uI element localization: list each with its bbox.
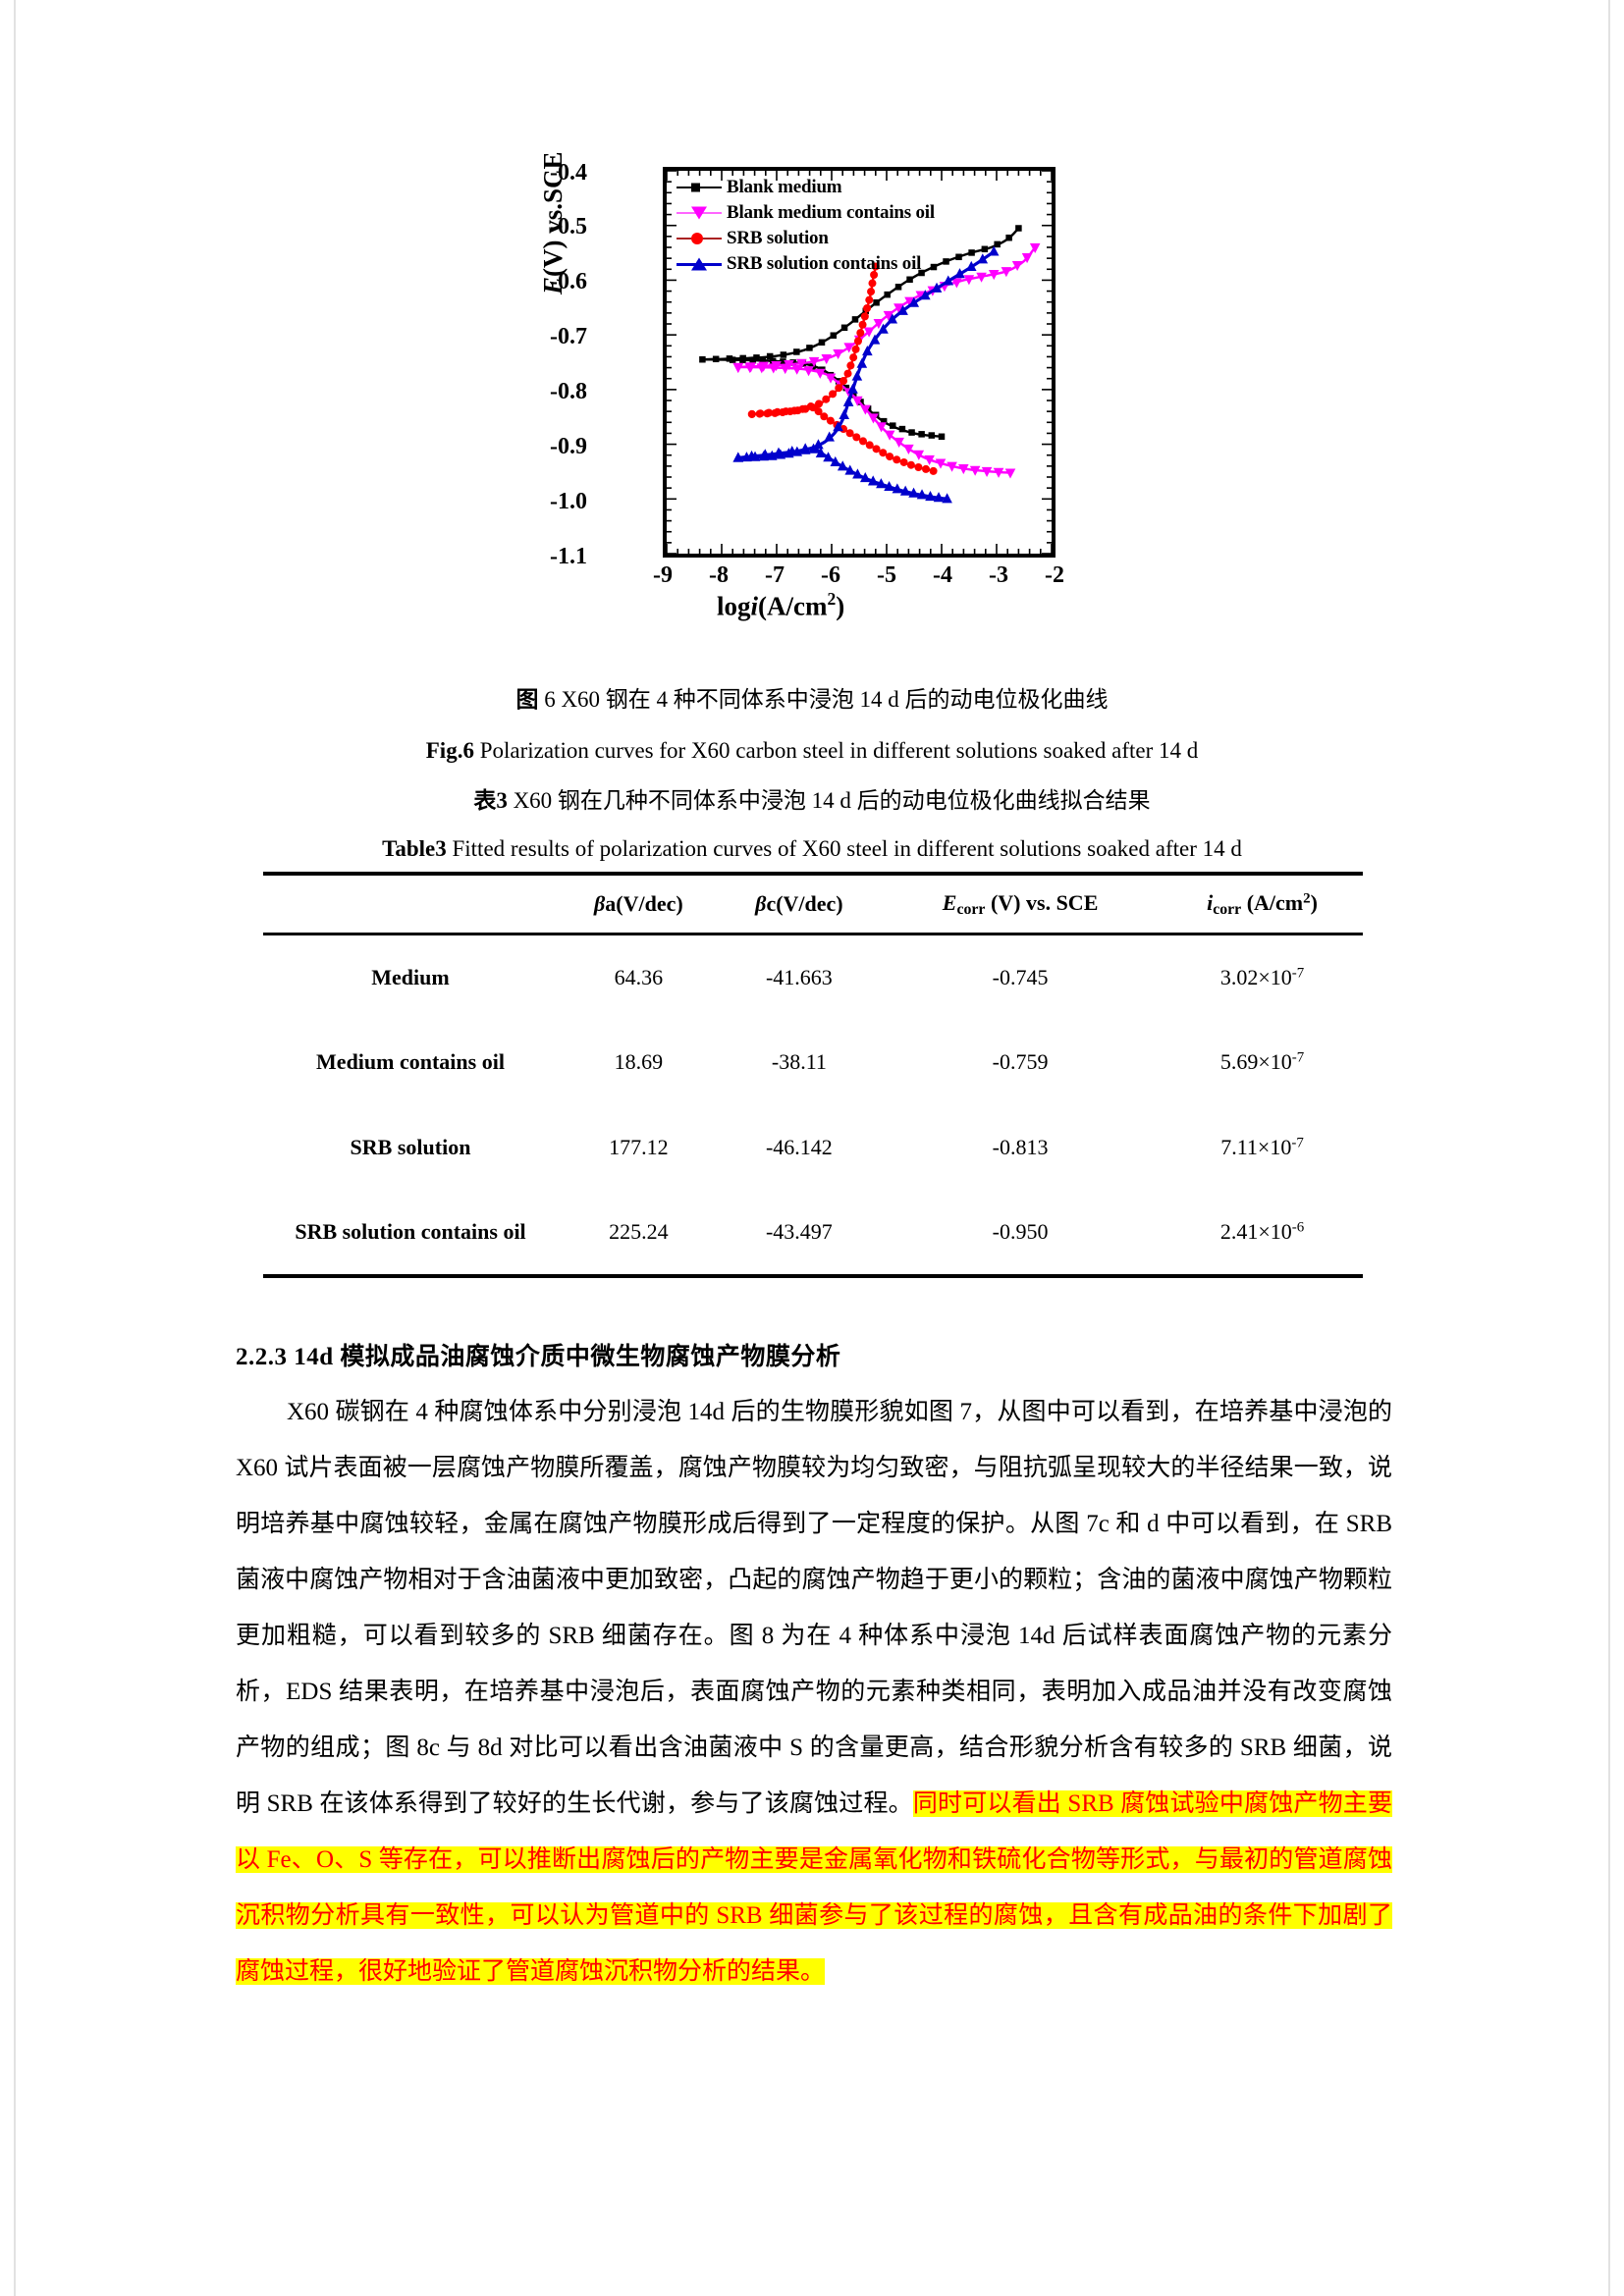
- col-header-beta-a: βa(V/dec): [593, 891, 683, 916]
- legend-item-blank-medium-oil: Blank medium contains oil: [677, 200, 935, 226]
- col-header-blank: [263, 874, 558, 934]
- table-caption-cn-rest: X60 钢在几种不同体系中浸泡 14 d 后的动电位极化曲线拟合结果: [507, 788, 1151, 813]
- table-caption-en: Table3 Fitted results of polarization cu…: [0, 836, 1624, 861]
- x-tick-6: -3: [989, 562, 1008, 588]
- section-heading: 2.2.3 14d 模拟成品油腐蚀介质中微生物腐蚀产物膜分析: [236, 1344, 841, 1370]
- row-label-1: Medium contains oil: [316, 1049, 505, 1074]
- legend-item-blank-medium: Blank medium: [677, 175, 935, 200]
- figure-caption-en-rest: Polarization curves for X60 carbon steel…: [473, 738, 1199, 763]
- figure-caption-cn: 图 6 X60 钢在 4 种不同体系中浸泡 14 d 后的动电位极化曲线: [0, 687, 1624, 712]
- cell-icorr-1: 5.69×10-7: [1162, 1020, 1363, 1105]
- figure-caption-cn-prefix: 图: [515, 687, 539, 712]
- table-caption-en-prefix: Table3: [382, 836, 447, 861]
- x-tick-3: -6: [821, 562, 840, 588]
- cell-ecorr-2: -0.813: [992, 1135, 1049, 1159]
- x-tick-7: -2: [1045, 562, 1064, 588]
- legend-line-black: [677, 183, 722, 192]
- page-right-edge: [1608, 0, 1610, 2296]
- paragraph: X60 碳钢在 4 种腐蚀体系中分别浸泡 14d 后的生物膜形貌如图 7，从图中…: [236, 1384, 1392, 2000]
- icorr-exponent-2: -7: [1291, 1135, 1304, 1151]
- chart-plot-area: Blank medium Blank medium contains oil S…: [663, 167, 1056, 558]
- icorr-exponent-3: -6: [1291, 1219, 1305, 1236]
- table-body: Medium 64.36 -41.663 -0.745 3.02×10-7 Me…: [263, 934, 1363, 1276]
- y-tick-5: -0.9: [550, 434, 587, 459]
- polarization-curve-figure: E(V) vs.SCE -0.4 -0.5 -0.6 -0.7 -0.8 -0.…: [538, 147, 1100, 620]
- x-tick-4: -5: [877, 562, 896, 588]
- page-left-edge: [14, 0, 16, 2296]
- fitted-results-table: βa(V/dec) βc(V/dec) Ecorr (V) vs. SCE ic…: [263, 872, 1363, 1278]
- y-tick-4: -0.8: [550, 379, 587, 404]
- x-tick-2: -7: [765, 562, 785, 588]
- icorr-mantissa-2: 7.11×10: [1220, 1135, 1292, 1159]
- section-body-paragraph: X60 碳钢在 4 种腐蚀体系中分别浸泡 14d 后的生物膜形貌如图 7，从图中…: [236, 1384, 1392, 2000]
- triangle-down-marker-icon: [691, 206, 707, 220]
- polarization-curves-svg: [667, 171, 1052, 554]
- cell-bc-3: -43.497: [765, 1219, 833, 1244]
- square-marker-icon: [691, 183, 700, 192]
- cell-ba-2: 177.12: [609, 1135, 669, 1159]
- icorr-mantissa-3: 2.41×10: [1219, 1219, 1292, 1244]
- figure-caption-en-prefix: Fig.6: [425, 738, 474, 763]
- icorr-exponent-0: -7: [1291, 965, 1305, 982]
- cell-ba-3: 225.24: [609, 1219, 669, 1244]
- table-row: SRB solution 177.12 -46.142 -0.813 7.11×…: [263, 1105, 1363, 1191]
- row-label-3: SRB solution contains oil: [295, 1219, 526, 1244]
- x-tick-1: -8: [709, 562, 729, 588]
- row-label-2: SRB solution: [350, 1135, 471, 1159]
- legend-label-3: SRB solution contains oil: [727, 253, 922, 274]
- table-head: βa(V/dec) βc(V/dec) Ecorr (V) vs. SCE ic…: [263, 874, 1363, 934]
- legend-item-srb-solution-oil: SRB solution contains oil: [677, 251, 935, 277]
- legend-line-blue: [677, 257, 722, 271]
- circle-marker-icon: [691, 233, 703, 244]
- legend-line-magenta: [677, 206, 722, 220]
- x-tick-5: -4: [933, 562, 952, 588]
- y-tick-7: -1.1: [550, 544, 587, 569]
- y-tick-2: -0.6: [550, 269, 587, 294]
- col-header-icorr: icorr (A/cm2): [1207, 889, 1318, 918]
- paragraph-plain-text: X60 碳钢在 4 种腐蚀体系中分别浸泡 14d 后的生物膜形貌如图 7，从图中…: [236, 1399, 1392, 1817]
- legend-label-0: Blank medium: [727, 177, 842, 197]
- cell-ecorr-1: -0.759: [992, 1049, 1049, 1074]
- figure-caption-cn-rest: 6 X60 钢在 4 种不同体系中浸泡 14 d 后的动电位极化曲线: [538, 687, 1109, 712]
- col-header-beta-c: βc(V/dec): [755, 891, 843, 916]
- cell-bc-2: -46.142: [765, 1135, 833, 1159]
- legend-line-red: [677, 233, 722, 244]
- chart-x-axis-label: logi(A/cm2): [717, 589, 845, 621]
- triangle-up-marker-icon: [691, 257, 707, 271]
- table-row: SRB solution contains oil 225.24 -43.497…: [263, 1191, 1363, 1276]
- cell-bc-1: -38.11: [771, 1049, 827, 1074]
- cell-ecorr-0: -0.745: [992, 964, 1049, 989]
- table-caption-en-rest: Fitted results of polarization curves of…: [446, 836, 1242, 861]
- row-label-0: Medium: [371, 964, 450, 989]
- y-tick-1: -0.5: [550, 214, 587, 240]
- figure-caption-en: Fig.6 Polarization curves for X60 carbon…: [0, 738, 1624, 763]
- highlighted-text: 同时可以看出 SRB 腐蚀试验中腐蚀产物主要以 Fe、O、S 等存在，可以推断出…: [236, 1790, 1392, 1985]
- cell-icorr-0: 3.02×10-7: [1162, 934, 1363, 1020]
- icorr-exponent-1: -7: [1291, 1049, 1305, 1066]
- x-tick-0: -9: [653, 562, 673, 588]
- y-tick-6: -1.0: [550, 489, 587, 514]
- cell-ecorr-3: -0.950: [992, 1219, 1049, 1244]
- cell-icorr-2: 7.11×10-7: [1162, 1105, 1363, 1191]
- chart-legend: Blank medium Blank medium contains oil S…: [677, 175, 935, 277]
- legend-label-1: Blank medium contains oil: [727, 202, 935, 223]
- table-row: Medium contains oil 18.69 -38.11 -0.759 …: [263, 1020, 1363, 1105]
- legend-item-srb-solution: SRB solution: [677, 226, 935, 251]
- table-caption-cn: 表3 X60 钢在几种不同体系中浸泡 14 d 后的动电位极化曲线拟合结果: [0, 788, 1624, 813]
- table-row: Medium 64.36 -41.663 -0.745 3.02×10-7: [263, 934, 1363, 1020]
- icorr-mantissa-0: 3.02×10: [1219, 964, 1292, 989]
- table-caption-cn-prefix: 表3: [473, 788, 508, 813]
- icorr-mantissa-1: 5.69×10: [1219, 1049, 1292, 1074]
- cell-ba-0: 64.36: [614, 964, 664, 989]
- cell-ba-1: 18.69: [614, 1049, 664, 1074]
- cell-bc-0: -41.663: [765, 964, 833, 989]
- col-header-ecorr: Ecorr (V) vs. SCE: [942, 889, 1099, 918]
- table-header-row: βa(V/dec) βc(V/dec) Ecorr (V) vs. SCE ic…: [263, 874, 1363, 934]
- cell-icorr-3: 2.41×10-6: [1162, 1191, 1363, 1276]
- y-tick-0: -0.4: [550, 160, 587, 186]
- y-tick-3: -0.7: [550, 324, 587, 349]
- legend-label-2: SRB solution: [727, 228, 829, 248]
